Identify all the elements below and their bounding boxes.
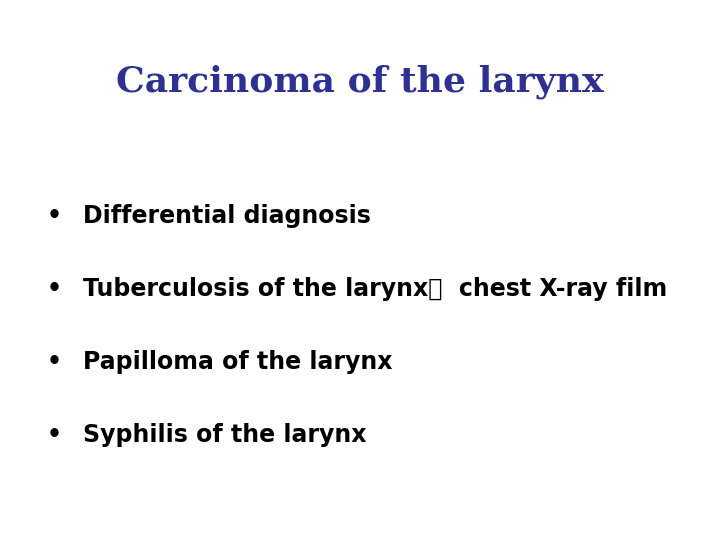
Text: •: •	[47, 423, 61, 447]
Text: Tuberculosis of the larynx：  chest X-ray film: Tuberculosis of the larynx： chest X-ray …	[83, 277, 667, 301]
Text: Syphilis of the larynx: Syphilis of the larynx	[83, 423, 366, 447]
Text: Carcinoma of the larynx: Carcinoma of the larynx	[116, 65, 604, 99]
Text: Papilloma of the larynx: Papilloma of the larynx	[83, 350, 392, 374]
Text: Differential diagnosis: Differential diagnosis	[83, 204, 371, 228]
Text: •: •	[47, 350, 61, 374]
Text: •: •	[47, 204, 61, 228]
Text: •: •	[47, 277, 61, 301]
